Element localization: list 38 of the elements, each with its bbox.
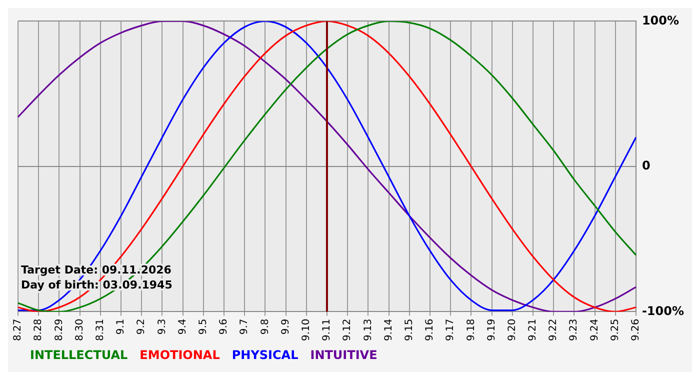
x-tick-label: 9.14 bbox=[383, 318, 394, 341]
y-tick-label: 0 bbox=[642, 158, 650, 173]
x-tick-label: 8.30 bbox=[74, 318, 86, 341]
x-tick-label: 9.21 bbox=[528, 318, 539, 341]
x-tick-label: 9.6 bbox=[218, 318, 230, 335]
x-tick-label: 9.19 bbox=[486, 318, 498, 341]
x-tick-label: 9.4 bbox=[177, 318, 188, 335]
text: INTELLECTUAL bbox=[30, 348, 128, 362]
y-tick-label: 100% bbox=[642, 13, 680, 28]
x-tick-label: 9.1 bbox=[116, 318, 127, 335]
x-tick-label: 8.28 bbox=[33, 318, 44, 341]
text: EMOTIONAL bbox=[140, 348, 220, 362]
x-tick-label: 9.16 bbox=[424, 318, 436, 341]
x-tick-label: 9.24 bbox=[589, 318, 600, 341]
x-tick-label: 9.9 bbox=[280, 318, 292, 335]
x-tick-label: 9.3 bbox=[156, 318, 168, 335]
x-tick-label: 9.5 bbox=[198, 318, 209, 335]
x-tick-label: 9.12 bbox=[342, 318, 354, 341]
x-tick-label: 8.31 bbox=[94, 318, 106, 341]
x-tick-label: 8.29 bbox=[54, 318, 65, 341]
x-tick-label: 9.18 bbox=[466, 318, 477, 341]
x-tick-label: 9.13 bbox=[362, 318, 374, 341]
y-tick-label: -100% bbox=[642, 304, 684, 318]
x-tick-label: 9.10 bbox=[300, 318, 312, 341]
x-tick-label: 9.8 bbox=[260, 318, 271, 335]
x-tick-label: 9.25 bbox=[610, 318, 621, 341]
x-tick-label: 9.7 bbox=[239, 318, 250, 335]
x-tick-label: 9.22 bbox=[548, 318, 560, 341]
x-tick-label: 9.26 bbox=[630, 318, 642, 341]
text: INTUITIVE bbox=[310, 348, 378, 362]
x-tick-label: 9.20 bbox=[506, 318, 518, 341]
x-tick-label: 9.23 bbox=[568, 318, 580, 341]
text: PHYSICAL bbox=[232, 348, 299, 362]
x-tick-label: 9.11 bbox=[322, 318, 333, 341]
x-tick-label: 9.17 bbox=[445, 318, 456, 341]
x-tick-label: 8.27 bbox=[12, 318, 24, 341]
x-tick-label: 9.15 bbox=[404, 318, 415, 341]
x-tick-label: 9.2 bbox=[136, 318, 148, 335]
